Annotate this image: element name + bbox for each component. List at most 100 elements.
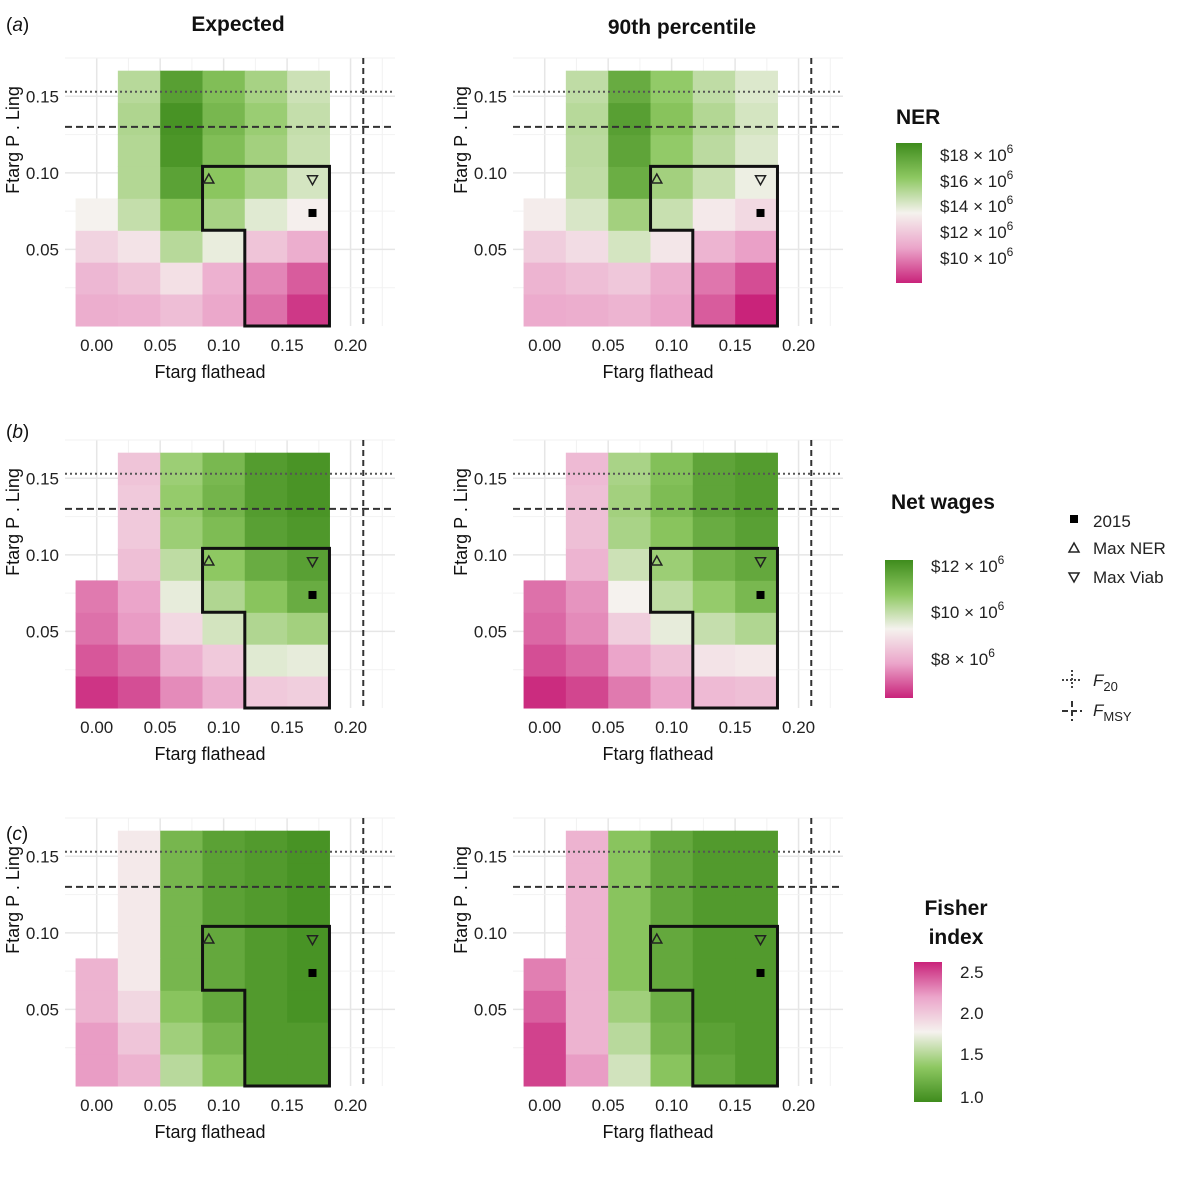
heatmap-cell (117, 894, 161, 927)
heatmap-cell (287, 1022, 330, 1055)
marker-2015 (308, 590, 317, 599)
heatmap-cell (287, 134, 330, 167)
heatmap-cell (650, 70, 694, 104)
legend-max-viab-triangle-down-icon (1067, 572, 1081, 584)
heatmap-cell (244, 230, 288, 263)
x-tick-label: 0.15 (271, 1096, 304, 1115)
heatmap-cell (565, 452, 609, 486)
heatmap-cell (735, 484, 778, 518)
heatmap-cell (160, 644, 204, 677)
y-tick-label: 0.05 (26, 240, 59, 259)
heatmap-cell (608, 1022, 652, 1055)
legend-fisher: Fisher index 2.5 2.0 1.5 1.0 (914, 897, 988, 1107)
heatmap-cell (650, 612, 694, 645)
heatmap-cell (244, 612, 288, 645)
heatmap-cell (160, 102, 204, 136)
x-tick-label: 0.20 (334, 718, 367, 737)
marker-max-ner (202, 172, 216, 184)
heatmap-cell (523, 580, 567, 613)
heatmap-cell (523, 198, 567, 231)
heatmap-cell (287, 676, 330, 709)
heatmap-cell (523, 958, 567, 991)
heatmap-cell (608, 894, 652, 927)
heatmap-cell (565, 262, 609, 295)
x-axis-label: Ftarg flathead (154, 1122, 265, 1142)
heatmap-cell (75, 958, 119, 991)
feasible-region-outline (649, 164, 779, 328)
heatmap-cell (650, 484, 694, 518)
legend-fisher-tick: 1.0 (960, 1088, 984, 1107)
feasible-region-outline (649, 546, 779, 710)
heatmap-cell (608, 830, 652, 864)
heatmap-cell (692, 958, 736, 991)
x-tick-label: 0.10 (207, 718, 240, 737)
heatmap-cell (160, 990, 204, 1023)
heatmap-cell (75, 990, 119, 1023)
heatmap-cell (565, 894, 609, 927)
heatmap-cell (202, 894, 246, 927)
heatmap-cell (565, 484, 609, 518)
legend-ner-colorbar (896, 143, 922, 283)
heatmap-cell (523, 644, 567, 677)
x-axis-label: Ftarg flathead (602, 362, 713, 382)
heatmap-cell (160, 926, 204, 959)
heatmap-cell (650, 894, 694, 927)
heatmap-cell (287, 294, 330, 327)
heatmap-cell (202, 612, 246, 645)
heatmap-cell (244, 70, 288, 104)
legend-fisher-colorbar (914, 962, 942, 1102)
y-tick-label: 0.05 (26, 1000, 59, 1019)
heatmap-cell (202, 676, 246, 709)
heatmap-cell (160, 1054, 204, 1087)
heatmap-cell (692, 198, 736, 231)
heatmap-cell (650, 516, 694, 549)
heatmap-cell (523, 1022, 567, 1055)
heatmap-cell (735, 926, 778, 959)
heatmap-cell (117, 484, 161, 518)
heatmap-cell (160, 580, 204, 613)
heatmap-cell (117, 166, 161, 199)
x-tick-label: 0.05 (592, 718, 625, 737)
heatmap-cell (160, 894, 204, 927)
heatmap-panel-a-expected: 0.00 0.05 0.10 0.15 0.20 0.05 0.10 0.15 Ftarg fl… (3, 57, 395, 382)
heatmap-cell (75, 1054, 119, 1087)
heatmap-cells (75, 452, 330, 709)
legend-f20-label: F20 (1093, 671, 1118, 694)
heatmap-cell (735, 102, 778, 136)
heatmap-cell (692, 1054, 736, 1087)
heatmap-cell (244, 926, 288, 959)
y-tick-label: 0.15 (26, 87, 59, 106)
marker-2015 (308, 208, 317, 217)
heatmap-cell (650, 862, 694, 896)
y-axis-label: Ftarg P . Ling (451, 86, 471, 194)
x-tick-label: 0.00 (80, 718, 113, 737)
legend-points: 2015 Max NER Max Viab (1067, 512, 1166, 587)
x-tick-label: 0.15 (719, 336, 752, 355)
marker-2015 (756, 590, 765, 599)
heatmap-cell (160, 958, 204, 991)
heatmap-cell (565, 862, 609, 896)
heatmap-cell (244, 894, 288, 927)
heatmap-cell (117, 644, 161, 677)
heatmap-cell (244, 294, 288, 327)
legend-max-ner-label: Max NER (1093, 539, 1166, 558)
heatmap-cell (287, 644, 330, 677)
marker-max-ner (202, 554, 216, 566)
marker-max-viab (306, 556, 319, 569)
x-tick-label: 0.10 (207, 1096, 240, 1115)
heatmap-cell (160, 198, 204, 231)
heatmap-cell (565, 1022, 609, 1055)
heatmap-cell (608, 102, 652, 136)
heatmap-cell (692, 612, 736, 645)
heatmap-cells (75, 830, 330, 1087)
y-tick-label: 0.05 (474, 240, 507, 259)
heatmap-cell (202, 262, 246, 295)
x-tick-label: 0.00 (528, 336, 561, 355)
heatmap-cell (692, 676, 736, 709)
feasible-region-outline (201, 164, 331, 328)
heatmap-cell (117, 262, 161, 295)
heatmap-cell (160, 230, 204, 263)
heatmap-cell (160, 676, 204, 709)
heatmap-cell (608, 166, 652, 199)
legend-fisher-tick: 2.0 (960, 1004, 984, 1023)
